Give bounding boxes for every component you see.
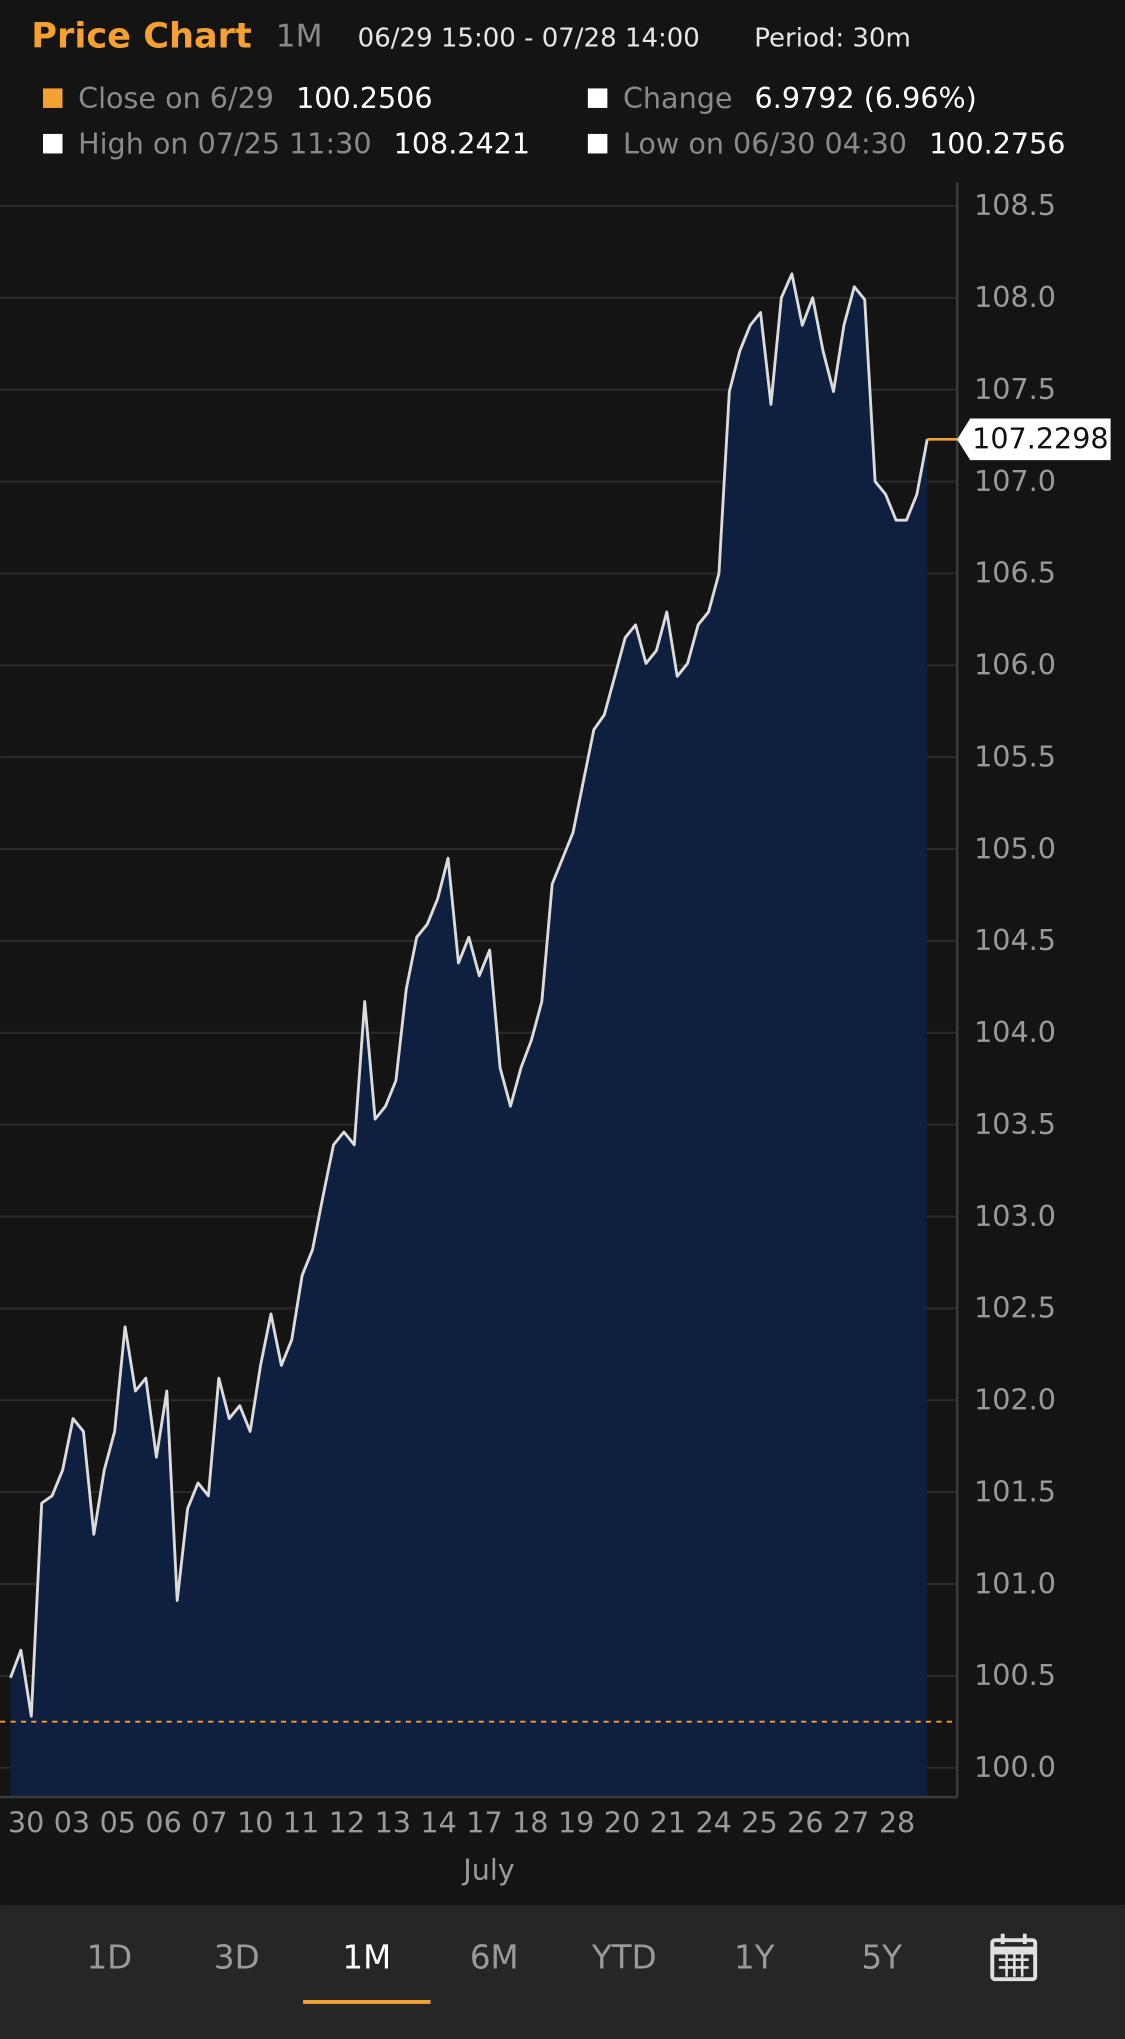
x-tick-label: 12	[329, 1805, 365, 1839]
y-tick-label: 105.0	[974, 831, 1056, 865]
x-axis-label: July	[461, 1852, 514, 1886]
y-tick-label: 100.0	[974, 1750, 1056, 1784]
y-tick-label: 108.5	[974, 188, 1056, 222]
stat-swatch	[42, 88, 63, 108]
tab-bar	[0, 1905, 1125, 2039]
x-tick-label: 05	[100, 1805, 136, 1839]
x-tick-label: 03	[54, 1805, 90, 1839]
y-tick-label: 107.5	[974, 372, 1056, 406]
period: Period: 30m	[754, 24, 911, 54]
y-tick-label: 107.0	[974, 464, 1056, 498]
tab[interactable]: 1Y	[734, 1939, 775, 1977]
x-tick-label: 11	[283, 1805, 319, 1839]
x-tick-label: 27	[833, 1805, 869, 1839]
y-tick-label: 102.0	[974, 1383, 1056, 1417]
stat-label: High on 07/25 11:30	[78, 127, 371, 161]
stat-label: Change	[623, 81, 732, 115]
x-tick-label: 21	[650, 1805, 686, 1839]
x-tick-label: 18	[512, 1805, 548, 1839]
y-tick-label: 102.5	[974, 1291, 1056, 1325]
x-tick-label: 13	[375, 1805, 411, 1839]
y-tick-label: 104.0	[974, 1015, 1056, 1049]
tab[interactable]: YTD	[591, 1939, 657, 1977]
chart-title: Price Chart	[31, 16, 251, 57]
y-tick-label: 103.0	[974, 1199, 1056, 1233]
tab[interactable]: 1D	[86, 1939, 132, 1977]
calendar-icon[interactable]	[990, 1933, 1038, 1982]
stat-value: 6.9792 (6.96%)	[755, 81, 977, 115]
y-tick-label: 100.5	[974, 1658, 1056, 1692]
x-tick-label: 10	[237, 1805, 273, 1839]
last-value-box	[957, 418, 1111, 461]
y-tick-label: 106.0	[974, 648, 1056, 682]
y-tick-label: 105.5	[974, 739, 1056, 773]
stats: Close on 6/29 100.2506 Change 6.9792 (6.96%…	[42, 81, 1066, 161]
stat-swatch	[587, 133, 608, 154]
stat-value: 100.2506	[296, 81, 432, 115]
chart: 100.0 100.5 101.0 101.5 102.0 102.5 103.0 103.5…	[0, 182, 1111, 1886]
period-span: 06/29 15:00 - 07/28 14:00	[358, 24, 700, 54]
stat-label: Close on 6/29	[78, 81, 274, 115]
stat-swatch	[42, 133, 63, 154]
last-value-label: 107.2298	[972, 422, 1108, 456]
y-tick-label: 101.5	[974, 1474, 1056, 1508]
y-tick-label: 108.0	[974, 280, 1056, 314]
y-tick-label: 101.0	[974, 1566, 1056, 1600]
tab[interactable]: 5Y	[861, 1939, 902, 1977]
tab[interactable]: 1M	[342, 1939, 391, 1977]
x-tick-label: 17	[466, 1805, 502, 1839]
x-tick-label: 07	[191, 1805, 227, 1839]
x-tick-label: 14	[420, 1805, 456, 1839]
tabs: 1D 3D 1M 6M YTD 1Y 5Y	[86, 1939, 902, 2004]
x-tick-label: 28	[879, 1805, 915, 1839]
y-tick-label: 104.5	[974, 923, 1056, 957]
x-tick-label: 20	[604, 1805, 640, 1839]
stat-value: 100.2756	[929, 127, 1065, 161]
y-tick-label: 106.5	[974, 556, 1056, 590]
tab-underline	[303, 1999, 431, 2004]
stat-swatch	[587, 88, 608, 108]
price-line	[9, 272, 929, 1718]
stat-value: 108.2421	[394, 127, 530, 161]
tab[interactable]: 6M	[470, 1939, 519, 1977]
x-tick-label: 06	[145, 1805, 181, 1839]
x-tick-label: 26	[787, 1805, 823, 1839]
stat-label: Low on 06/30 04:30	[623, 127, 907, 161]
x-tick-label: 19	[558, 1805, 594, 1839]
x-tick-label: 30	[8, 1805, 44, 1839]
area	[10, 273, 928, 1798]
x-tick-label: 25	[741, 1805, 777, 1839]
y-tick-label: 103.5	[974, 1107, 1056, 1141]
range: 1M	[276, 19, 323, 55]
tab[interactable]: 3D	[214, 1939, 260, 1977]
x-tick-label: 24	[695, 1805, 731, 1839]
